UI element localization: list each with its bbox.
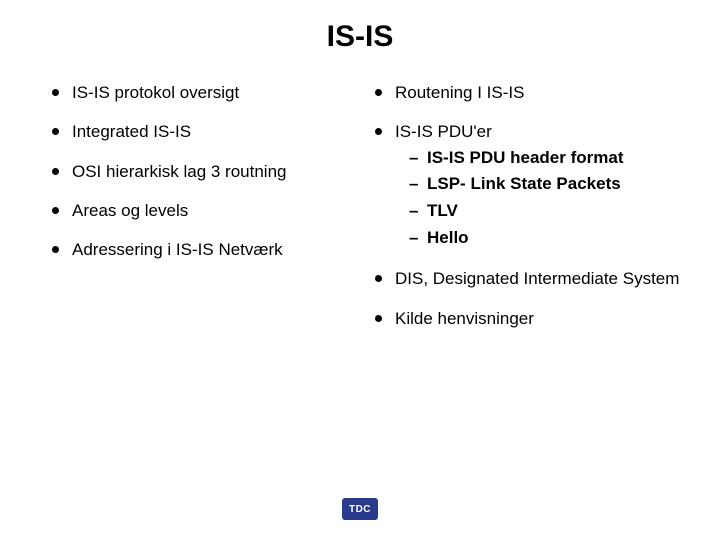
logo-text: TDC: [349, 504, 371, 515]
right-list: Routening I IS-IS IS-IS PDU'er IS-IS PDU…: [373, 82, 680, 329]
sub-list-item: TLV: [409, 200, 680, 223]
list-item: OSI hierarkisk lag 3 routning: [50, 161, 357, 182]
list-item: Routening I IS-IS: [373, 82, 680, 103]
list-item: IS-IS PDU'er IS-IS PDU header format LSP…: [373, 121, 680, 250]
list-item: DIS, Designated Intermediate System: [373, 268, 680, 289]
sub-list-item: IS-IS PDU header format: [409, 147, 680, 170]
slide-title: IS-IS: [0, 0, 720, 82]
right-column: Routening I IS-IS IS-IS PDU'er IS-IS PDU…: [365, 82, 680, 347]
left-column: IS-IS protokol oversigt Integrated IS-IS…: [50, 82, 365, 347]
list-item-text: IS-IS PDU'er: [395, 122, 492, 141]
sub-list-item: Hello: [409, 227, 680, 250]
content-columns: IS-IS protokol oversigt Integrated IS-IS…: [0, 82, 720, 347]
sub-list-item: LSP- Link State Packets: [409, 173, 680, 196]
list-item: Areas og levels: [50, 200, 357, 221]
list-item: IS-IS protokol oversigt: [50, 82, 357, 103]
list-item: Integrated IS-IS: [50, 121, 357, 142]
sub-list: IS-IS PDU header format LSP- Link State …: [409, 147, 680, 251]
list-item: Adressering i IS-IS Netværk: [50, 239, 357, 260]
list-item-text: Routening I IS-IS: [395, 83, 524, 102]
left-list: IS-IS protokol oversigt Integrated IS-IS…: [50, 82, 357, 260]
slide: IS-IS IS-IS protokol oversigt Integrated…: [0, 0, 720, 540]
list-item-text: DIS, Designated Intermediate System: [395, 269, 679, 288]
list-item: Kilde henvisninger: [373, 308, 680, 329]
list-item-text: Kilde henvisninger: [395, 309, 534, 328]
tdc-logo: TDC: [342, 498, 378, 520]
